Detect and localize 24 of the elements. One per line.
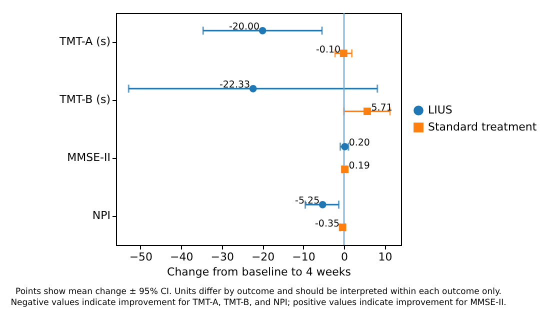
- y-tick-label: TMT-A (s): [58, 35, 110, 48]
- data-label: 0.19: [348, 160, 370, 172]
- data-label: -5.25: [295, 196, 320, 207]
- data-label: -22.33: [219, 80, 250, 91]
- data-label: -20.00: [228, 22, 260, 33]
- text: Points show mean change ± 95% CI. Units differ by outcome and should be interpreted within each outcome only.: [15, 287, 502, 297]
- data-label: 5.71: [371, 102, 392, 114]
- y-tick-label: NPI: [92, 209, 110, 222]
- x-tick-label: 10: [378, 250, 392, 264]
- x-tick-label: −30: [210, 250, 234, 264]
- text: Negative values indicate improvement for TMT-A, TMT-B, and NPI; positive values indicate improvement for MMSE-II.: [10, 298, 506, 308]
- y-tick-label: MMSE-II: [67, 151, 110, 164]
- x-tick-label: 0: [341, 250, 348, 264]
- data-label: -0.35: [314, 218, 340, 230]
- x-tick-label: −40: [170, 250, 194, 264]
- x-tick-label: −20: [251, 250, 275, 264]
- x-tick-label: −50: [129, 250, 153, 264]
- data-label: -0.10: [316, 44, 341, 56]
- legend-label: LIUS: [428, 104, 452, 116]
- x-tick-label: −10: [292, 250, 316, 264]
- legend-label: Standard treatment: [428, 120, 538, 134]
- x-axis-title: Change from baseline to 4 weeks: [167, 266, 352, 278]
- data-label: 0.20: [348, 138, 370, 149]
- y-tick-label: TMT-B (s): [58, 93, 110, 106]
